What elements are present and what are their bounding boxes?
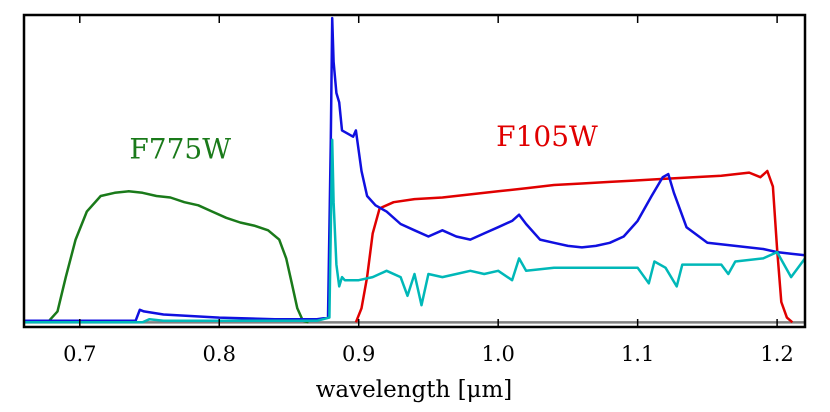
- series-label-f775w: F775W: [129, 133, 231, 166]
- x-tick-label: 1.2: [760, 342, 793, 366]
- series-line-blue: [24, 16, 806, 323]
- x-tick-label: 1.1: [621, 342, 654, 366]
- x-axis-label: wavelength [μm]: [316, 377, 513, 403]
- plot-background: [24, 15, 805, 327]
- x-tick-label: 1.0: [481, 342, 514, 366]
- series-line-f105w: [354, 169, 794, 324]
- x-tick-label: 0.7: [63, 342, 96, 366]
- x-tick-label: 0.8: [203, 342, 236, 366]
- annotation-layer: F775W F105W: [129, 120, 598, 165]
- x-tick-label: 0.9: [342, 342, 375, 366]
- x-axis-ticks: 0.7 0.8 0.9 1.0 1.1 1.2: [63, 15, 794, 366]
- series-line-f775w: [46, 190, 309, 324]
- series-layer: [24, 16, 807, 324]
- series-line-cyan: [24, 138, 807, 324]
- series-label-f105w: F105W: [496, 120, 598, 153]
- plot-frame: [22, 13, 807, 329]
